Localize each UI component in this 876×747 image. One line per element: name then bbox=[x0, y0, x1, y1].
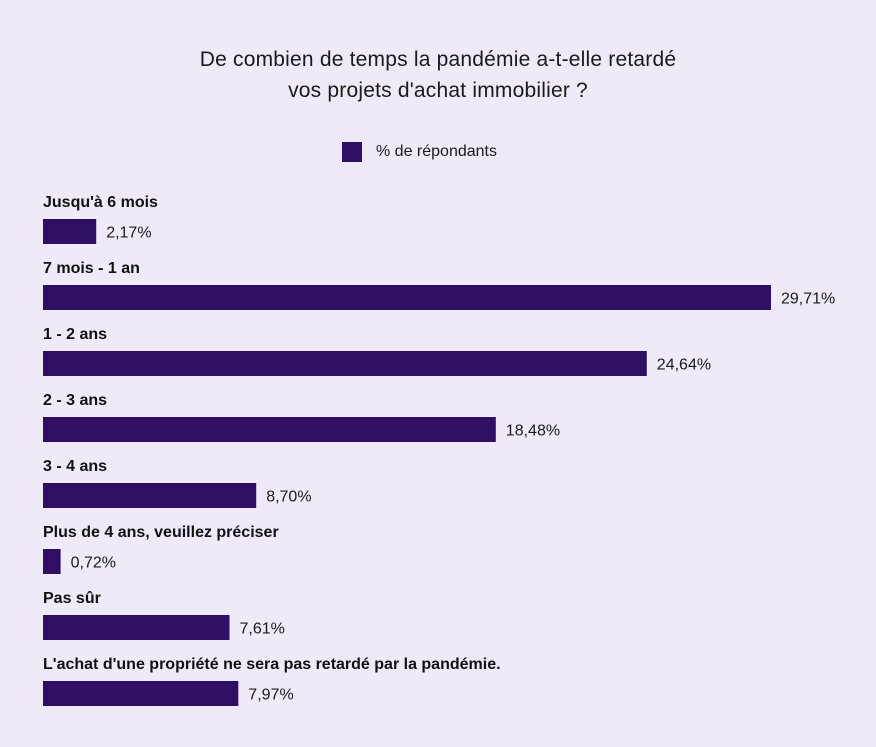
category-label: 3 - 4 ans bbox=[43, 458, 107, 475]
category-label: L'achat d'une propriété ne sera pas reta… bbox=[43, 656, 501, 673]
legend-swatch bbox=[342, 142, 362, 162]
bar bbox=[43, 549, 61, 574]
bar bbox=[43, 483, 257, 508]
chart-legend: % de répondants bbox=[342, 141, 497, 163]
chart-title-line-1: De combien de temps la pandémie a-t-elle… bbox=[199, 48, 677, 71]
bar-value-label: 7,97% bbox=[248, 687, 293, 704]
category-label: Plus de 4 ans, veuillez préciser bbox=[43, 524, 279, 541]
bar bbox=[43, 351, 647, 376]
legend-label: % de répondants bbox=[376, 143, 497, 160]
bar-value-label: 8,70% bbox=[266, 489, 311, 506]
bar-value-label: 0,72% bbox=[71, 555, 116, 572]
chart-title-line-2: vos projets d'achat immobilier ? bbox=[288, 79, 588, 102]
category-label: 7 mois - 1 an bbox=[43, 260, 140, 277]
bar bbox=[43, 285, 771, 310]
category-label: 2 - 3 ans bbox=[43, 392, 107, 409]
bar-value-label: 18,48% bbox=[506, 423, 560, 440]
bar-value-label: 7,61% bbox=[240, 621, 285, 638]
bar bbox=[43, 681, 239, 706]
bar-value-label: 24,64% bbox=[657, 357, 711, 374]
chart-title: De combien de temps la pandémie a-t-elle… bbox=[0, 44, 876, 106]
bar bbox=[43, 615, 230, 640]
bar-value-label: 29,71% bbox=[781, 291, 835, 308]
bar bbox=[43, 219, 97, 244]
category-label: Jusqu'à 6 mois bbox=[43, 194, 158, 211]
category-label: Pas sûr bbox=[43, 590, 101, 607]
bar bbox=[43, 417, 496, 442]
bar-value-label: 2,17% bbox=[106, 225, 151, 242]
category-label: 1 - 2 ans bbox=[43, 326, 107, 343]
